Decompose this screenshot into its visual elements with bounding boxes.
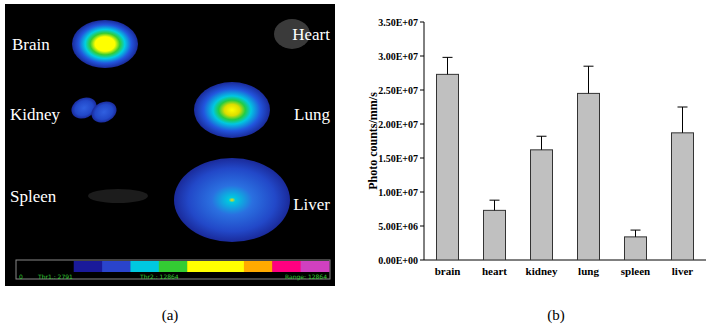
error-bar-cap bbox=[443, 57, 453, 58]
error-bar bbox=[584, 66, 594, 93]
y-tick bbox=[420, 22, 424, 23]
marks bbox=[437, 57, 694, 260]
error-bar-cap bbox=[584, 66, 594, 67]
error-bar-stem bbox=[541, 136, 542, 150]
figure: Brain Heart Kidney Lung Spleen Liver 0 Thr1.: 2… bbox=[0, 0, 725, 328]
colorbar-segment bbox=[45, 261, 74, 272]
bar bbox=[672, 133, 694, 260]
spleen-signal bbox=[88, 189, 148, 203]
bar bbox=[625, 237, 647, 260]
y-tick-label: 5.00E+06 bbox=[378, 221, 418, 232]
kidney-signal bbox=[88, 97, 120, 126]
error-bar bbox=[490, 200, 500, 210]
y-tick bbox=[420, 226, 424, 227]
organ-label: Heart bbox=[292, 25, 330, 44]
colorbar-segment bbox=[74, 261, 103, 272]
organ-label: Liver bbox=[293, 195, 330, 214]
error-bar bbox=[537, 136, 547, 150]
panel-caption: (a) bbox=[162, 307, 179, 324]
error-bar bbox=[678, 107, 688, 133]
error-bar-stem bbox=[447, 57, 448, 74]
colorbar-segment bbox=[244, 261, 273, 272]
y-tick-label: 1.00E+07 bbox=[378, 187, 418, 198]
colorbar-segment bbox=[102, 261, 131, 272]
colorbar-segment bbox=[130, 261, 159, 272]
colorbar-segment bbox=[301, 261, 330, 272]
colorbar-frame bbox=[16, 260, 330, 279]
error-bar-stem bbox=[682, 107, 683, 133]
y-tick-label: 3.50E+07 bbox=[378, 17, 418, 28]
y-tick bbox=[420, 124, 424, 125]
y-tick-label: 0.00E+00 bbox=[378, 255, 418, 266]
colorbar-label: Range: 12864 bbox=[285, 273, 327, 281]
error-bar-stem bbox=[494, 200, 495, 210]
colorbar-segment bbox=[216, 261, 245, 272]
colorbar-label: Thr1.: 2791 bbox=[37, 273, 73, 280]
error-bar-cap bbox=[631, 230, 641, 231]
error-bar-stem bbox=[588, 66, 589, 93]
error-bar-stem bbox=[635, 230, 636, 237]
x-tick-label: kidney bbox=[526, 265, 558, 277]
x-tick-label: spleen bbox=[621, 265, 650, 277]
organ-label: Spleen bbox=[10, 187, 57, 206]
liver-signal bbox=[174, 158, 290, 242]
y-tick bbox=[420, 56, 424, 57]
image-background bbox=[5, 4, 335, 286]
y-tick bbox=[420, 192, 424, 193]
error-bar bbox=[443, 57, 453, 74]
bar bbox=[484, 210, 506, 260]
x-tick-label: liver bbox=[672, 265, 693, 277]
colorbar-segment bbox=[272, 261, 301, 272]
y-tick-label: 3.00E+07 bbox=[378, 51, 418, 62]
colorbar-label: Thr2.: 12864 bbox=[139, 273, 179, 280]
y-tick bbox=[420, 158, 424, 159]
brain-signal bbox=[72, 20, 138, 68]
organ-label: Lung bbox=[294, 105, 330, 124]
x-axis bbox=[424, 260, 706, 261]
y-axis-label: Photo counts/mm/s bbox=[366, 92, 380, 190]
panel-caption: (b) bbox=[547, 307, 565, 324]
colorbar-segment bbox=[187, 261, 216, 272]
error-bar bbox=[631, 230, 641, 237]
x-tick-label: lung bbox=[578, 265, 599, 277]
colorbar-label: 0 bbox=[19, 273, 23, 280]
colorbar-segment bbox=[17, 261, 46, 272]
bar bbox=[531, 150, 553, 260]
bar-chart: 0.00E+00 5.00E+06 1.00E+07 1.50E+07 2.00E+07… bbox=[366, 17, 706, 278]
colorbar-segment bbox=[159, 261, 188, 272]
y-tick-label: 2.50E+07 bbox=[378, 85, 418, 96]
organ-label: Brain bbox=[12, 35, 50, 54]
error-bar-cap bbox=[490, 200, 500, 201]
y-tick bbox=[420, 260, 424, 261]
error-bar-cap bbox=[537, 136, 547, 137]
error-bar-cap bbox=[678, 107, 688, 108]
fluorescence-image: Brain Heart Kidney Lung Spleen Liver 0 Thr1.: 2… bbox=[5, 4, 335, 286]
y-axis bbox=[424, 22, 425, 260]
x-tick-label: heart bbox=[482, 265, 507, 277]
y-tick-label: 1.50E+07 bbox=[378, 153, 418, 164]
organ-label: Kidney bbox=[10, 105, 61, 124]
bar bbox=[578, 93, 600, 260]
y-tick-label: 2.00E+07 bbox=[378, 119, 418, 130]
bar bbox=[437, 74, 459, 260]
lung-signal bbox=[194, 82, 270, 138]
x-tick-label: brain bbox=[435, 265, 461, 277]
y-tick bbox=[420, 90, 424, 91]
